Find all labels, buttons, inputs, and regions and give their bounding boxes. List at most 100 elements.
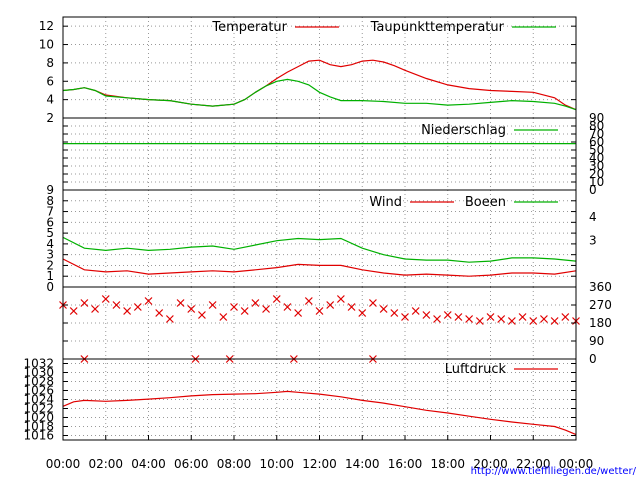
wind-direction-mark — [262, 305, 270, 313]
wind-direction-point — [144, 297, 153, 305]
taupunkttemperatur-legend-label: Taupunkttemperatur — [370, 20, 505, 35]
y-tick-label: 8 — [46, 56, 54, 70]
grid-layer — [63, 17, 576, 440]
wind-direction-mark — [112, 301, 121, 309]
wind-direction-point — [80, 299, 89, 307]
y-tick-label: 10 — [589, 175, 604, 189]
wind-direction-point — [433, 315, 441, 323]
y-tick-label: 70 — [589, 127, 604, 141]
x-tick-label: 02:00 — [88, 457, 123, 471]
wind-direction-point — [101, 295, 110, 303]
wind-direction-point — [219, 313, 228, 321]
source-url: http://www.tiefflliegen.de/wetter/ — [471, 466, 637, 477]
wind-direction-point — [336, 295, 345, 303]
x-tick-label: 00:00 — [559, 457, 594, 471]
wind-direction-mark — [379, 305, 388, 313]
wind-direction-point — [486, 313, 495, 321]
y-tick-label: 1026 — [23, 384, 54, 398]
wind-direction-point — [315, 307, 324, 315]
wind-direction-mark — [550, 317, 559, 325]
wind-direction-mark — [230, 303, 238, 311]
wind-direction-point — [198, 311, 206, 319]
y-tick-label: 90 — [589, 334, 604, 348]
wind-direction-point — [123, 307, 132, 315]
wind-direction-point — [497, 315, 506, 323]
wind-direction-mark — [433, 315, 441, 323]
wind-direction-mark — [507, 317, 516, 325]
wind-direction-mark — [304, 297, 313, 305]
wind-direction-mark — [336, 295, 345, 303]
wind-direction-point — [69, 307, 78, 315]
y-tick-label: 180 — [589, 316, 612, 330]
y-tick-label: 0 — [589, 352, 597, 366]
y-tick-label: 1016 — [23, 429, 54, 443]
frame-layer — [62, 16, 577, 441]
wind-direction-mark — [358, 309, 367, 317]
wind-direction-point — [379, 305, 388, 313]
wind-direction-mark — [133, 303, 142, 311]
x-tick-label: 10:00 — [259, 457, 294, 471]
wind-direction-point — [272, 295, 281, 303]
wind-direction-mark — [251, 299, 260, 307]
wind-direction-point — [91, 305, 99, 313]
wind-direction-mark — [69, 307, 78, 315]
y-tick-label: 1024 — [23, 393, 54, 407]
wind-direction-point — [518, 313, 527, 321]
wind-direction-point — [230, 303, 238, 311]
wind-direction-point — [475, 317, 484, 325]
wind-direction-point — [294, 309, 303, 317]
x-tick-label: 22:00 — [516, 457, 551, 471]
wind-direction-mark — [475, 317, 484, 325]
wind-direction-point — [390, 309, 399, 317]
wind-direction-mark — [208, 301, 217, 309]
y-tick-label: 7 — [46, 205, 54, 219]
y-tick-label: 1022 — [23, 402, 54, 416]
wind-direction-mark — [219, 313, 228, 321]
y-tick-label: 5 — [46, 226, 54, 240]
wind-direction-mark — [176, 299, 185, 307]
niederschlag-legend-label: Niederschlag — [421, 123, 506, 138]
wind-direction-mark — [80, 299, 89, 307]
wind-direction-mark — [165, 315, 174, 323]
luftdruck-line — [62, 390, 577, 436]
wind-direction-mark — [401, 313, 409, 321]
y-tick-label: 40 — [589, 151, 604, 165]
luftdruck-legend-label: Luftdruck — [445, 362, 507, 377]
wind-direction-mark — [155, 309, 164, 317]
wind-direction-point — [550, 317, 559, 325]
wind-direction-mark — [91, 305, 99, 313]
wind-direction-point — [561, 313, 570, 321]
wind-direction-mark — [272, 295, 281, 303]
y-tick-label: 360 — [589, 280, 612, 294]
wind-direction-point — [208, 301, 217, 309]
wind-direction-point — [529, 317, 538, 325]
wind-direction-mark — [294, 309, 303, 317]
wind-direction-point — [465, 315, 474, 323]
wind-direction-point — [176, 299, 185, 307]
y-tick-label: 0 — [46, 280, 54, 294]
wind-direction-mark — [390, 309, 399, 317]
y-tick-label: 10 — [39, 38, 54, 52]
y-tick-label: 20 — [589, 167, 604, 181]
y-tick-label: 3 — [46, 248, 54, 262]
y-tick-label: 4 — [46, 93, 54, 107]
wind-direction-point — [304, 297, 313, 305]
y-tick-label: 1018 — [23, 420, 54, 434]
y-tick-label: 6 — [46, 74, 54, 88]
x-tick-label: 06:00 — [174, 457, 209, 471]
wind-direction-point — [454, 313, 463, 321]
wind-direction-point — [443, 311, 452, 319]
y-tick-label: 50 — [589, 143, 604, 157]
x-tick-label: 14:00 — [345, 457, 380, 471]
y-tick-label: 4 — [46, 237, 54, 251]
wind-direction-point — [251, 299, 260, 307]
wind-direction-mark — [486, 313, 495, 321]
x-tick-label: 20:00 — [473, 457, 508, 471]
wind-direction-point — [401, 313, 409, 321]
x-tick-label: 16:00 — [388, 457, 423, 471]
wind-direction-mark — [187, 305, 196, 313]
y-tick-label: 0 — [589, 183, 597, 197]
wind-direction-mark — [123, 307, 132, 315]
x-tick-label: 04:00 — [131, 457, 166, 471]
